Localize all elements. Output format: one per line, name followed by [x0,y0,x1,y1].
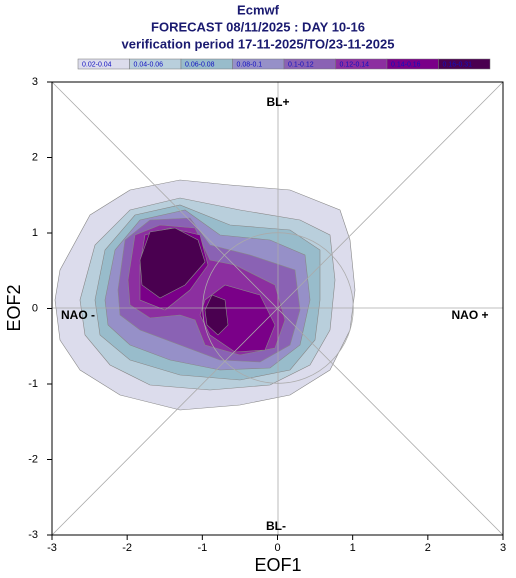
legend-label: 0.12-0.14 [340,61,370,68]
annotation: NAO - [61,308,95,322]
y-tick-label: -3 [28,529,38,541]
x-tick-label: -3 [47,542,57,554]
unit-circle [202,232,354,384]
legend-label: 0.08-0.1 [237,61,263,68]
legend-label: 0.02-0.04 [82,61,112,68]
y-tick-label: -1 [28,378,38,390]
y-tick-label: 1 [32,227,38,239]
reference-lines [51,81,504,536]
annotation: NAO + [451,308,488,322]
y-tick-label: -2 [28,453,38,465]
legend-label: 0.04-0.06 [134,61,164,68]
chart-title: Ecmwf [237,2,280,17]
x-tick-label: -1 [197,542,207,554]
y-tick-label: 0 [32,302,38,314]
diagonal [51,81,504,536]
annotation: BL- [266,519,286,533]
legend-label: 0.16-0.31 [443,61,473,68]
legend-label: 0.1-0.12 [288,61,314,68]
x-tick-label: -2 [122,542,132,554]
x-axis-label: EOF1 [254,555,301,575]
y-axis-label: EOF2 [4,284,24,331]
y-tick-label: 3 [32,76,38,88]
y-tick-label: 2 [32,151,38,163]
chart-subtitle: FORECAST 08/11/2025 : DAY 10-16 [151,19,365,34]
annotation: BL+ [266,95,289,109]
legend-label: 0.06-0.08 [185,61,215,68]
x-tick-label: 1 [350,542,356,554]
legend-swatch [438,58,491,70]
chart-caption: verification period 17-11-2025/TO/23-11-… [122,36,395,51]
x-tick-label: 2 [425,542,431,554]
x-tick-label: 3 [500,542,506,554]
contours [54,179,356,411]
x-tick-label: 0 [274,542,280,554]
legend-label: 0.14-0.16 [391,61,421,68]
